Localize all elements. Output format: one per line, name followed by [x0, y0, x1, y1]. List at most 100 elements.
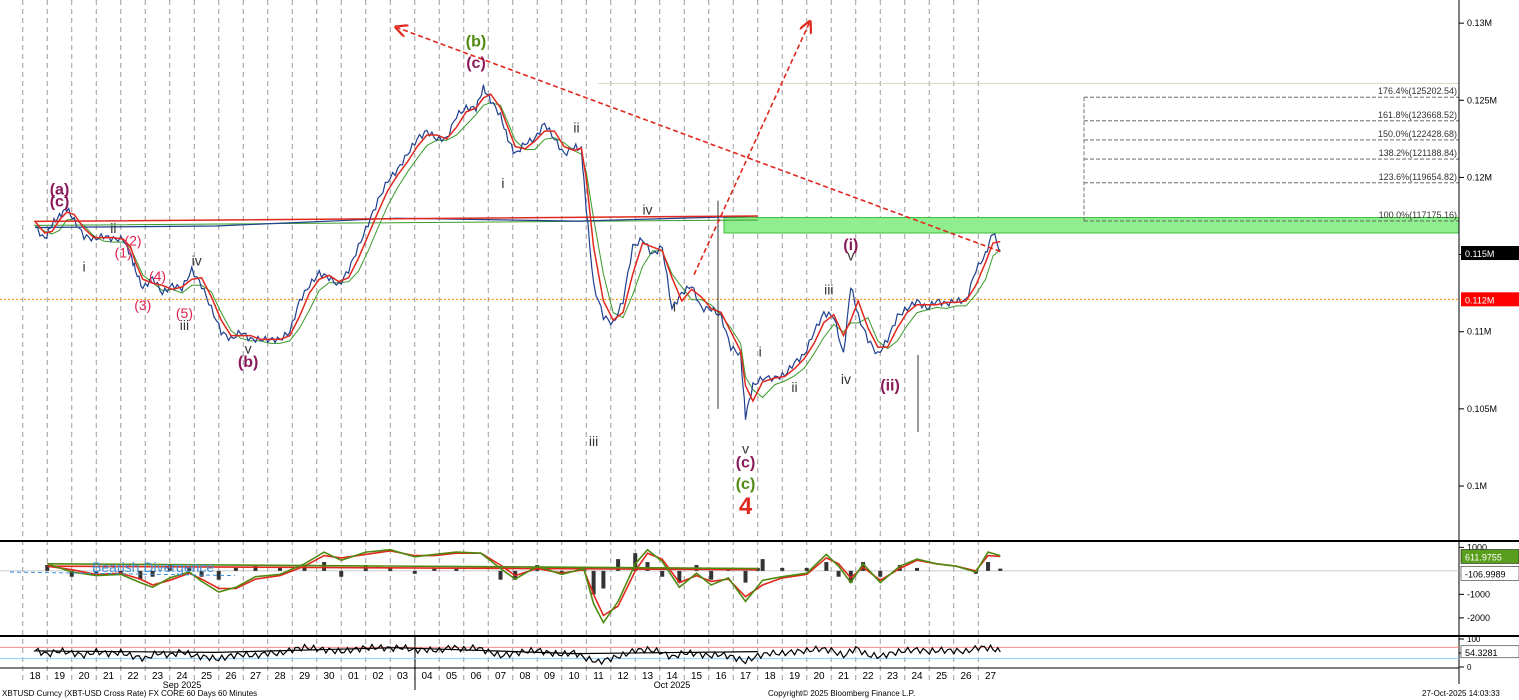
x-tick-label: 21 — [103, 671, 115, 682]
x-tick-label: 03 — [397, 671, 409, 682]
resistance-zone-box — [723, 217, 1460, 234]
wave-label: iii — [180, 317, 189, 333]
x-tick-label: 08 — [519, 671, 531, 682]
wave-label: (b) — [238, 354, 258, 371]
x-tick-label: 22 — [127, 671, 139, 682]
x-month-label: Sep 2025 — [163, 680, 202, 690]
macd-histogram-bar — [216, 570, 221, 580]
x-tick-label: 06 — [470, 671, 482, 682]
reference-lines — [0, 82, 1459, 300]
x-tick-label: 19 — [789, 671, 801, 682]
wave-label: v — [847, 248, 854, 264]
wave-label: v — [742, 441, 749, 457]
price-line — [34, 84, 1001, 420]
x-tick-label: 14 — [666, 671, 678, 682]
macd-tick-label: -2000 — [1467, 613, 1490, 623]
fib-label: 176.4%(125202.54) — [1378, 86, 1457, 96]
wave-annotations: (a)(c)iii(2)(1)(4)(3)iv(5)iiiv(b)(b)(c)i… — [50, 33, 900, 519]
footer-copyright: Copyright© 2025 Bloomberg Finance L.P. — [768, 689, 916, 698]
x-tick-label: 04 — [421, 671, 433, 682]
projection-arrow — [398, 28, 1001, 253]
macd-tag-label: 611.9755 — [1465, 552, 1502, 562]
price-series — [33, 84, 1001, 432]
wave-label: (ii) — [880, 377, 900, 394]
wave-label: iv — [192, 252, 202, 268]
wave-label: iv — [642, 201, 652, 217]
macd-tag-label: -106.9989 — [1465, 569, 1506, 579]
fib-label: 100.0%(117175.16) — [1379, 210, 1457, 220]
macd-histogram-bar — [677, 570, 682, 583]
macd-histogram-bar — [998, 568, 1003, 571]
macd-histogram-bar — [498, 570, 503, 580]
wave-label: i — [82, 259, 85, 275]
price-tags: 0.115M 0.112M — [1461, 246, 1519, 307]
macd-histogram-bar — [339, 570, 344, 577]
fib-label: 150.0%(122428.68) — [1378, 129, 1457, 139]
x-tick-label: 27 — [250, 671, 262, 682]
x-month-label: Oct 2025 — [654, 680, 691, 690]
x-tick-label: 20 — [813, 671, 825, 682]
macd-histogram-bar — [432, 567, 437, 571]
macd-histogram-bar — [591, 570, 596, 595]
x-tick-label: 20 — [78, 671, 90, 682]
price-tag-label: 0.112M — [1465, 295, 1494, 305]
x-tick-label: 17 — [740, 671, 752, 682]
wave-label: (c) — [736, 454, 756, 471]
wave-label: i — [501, 175, 504, 191]
x-tick-label: 27 — [985, 671, 997, 682]
macd-histogram-bar — [616, 559, 621, 571]
wave-label: i — [759, 343, 762, 359]
macd-tick-label: 1000 — [1467, 542, 1487, 552]
x-tick-label: 26 — [225, 671, 237, 682]
x-tick-label: 29 — [299, 671, 311, 682]
footer-instrument: XBTUSD Curncy (XBT-USD Cross Rate) FX CO… — [2, 689, 258, 698]
fib-label: 123.6%(119654.82) — [1379, 172, 1457, 182]
x-tick-label: 25 — [201, 671, 213, 682]
macd-histogram-bar — [278, 567, 282, 571]
rsi-line — [33, 643, 1001, 666]
macd-tag-box — [1460, 566, 1519, 581]
x-tick-label: 24 — [911, 671, 923, 682]
fib-label: 161.8%(123668.52) — [1378, 110, 1457, 120]
rsi-tick-label: 100 — [1467, 635, 1481, 644]
macd-histogram-bar — [633, 553, 638, 571]
macd-line — [47, 548, 1001, 625]
wave-label: (1) — [115, 245, 132, 261]
rsi-tag-box — [1460, 645, 1519, 659]
x-tick-label: 18 — [29, 671, 41, 682]
macd-histogram-bar — [45, 564, 50, 571]
macd-tick-label: -1000 — [1467, 589, 1490, 599]
projection-arrow — [693, 23, 809, 275]
wave-label: (i) — [843, 237, 858, 254]
macd-histogram-bar — [645, 562, 650, 571]
moving-average-green — [33, 102, 1001, 399]
macd-histogram-bar — [915, 567, 919, 571]
macd-histogram-bar — [167, 564, 172, 571]
moving-average-red — [33, 93, 1001, 403]
wave-label: (b) — [466, 33, 486, 50]
wave-label: iii — [589, 433, 598, 449]
x-tick-label: 02 — [372, 671, 384, 682]
wave-label: (2) — [124, 232, 141, 248]
date-x-axis: 18 19 20 21 22 23 24 25 26 27 28 29 30 01 02 03 04 05 06 07… — [0, 667, 1459, 690]
x-tick-label: 01 — [348, 671, 360, 682]
price-tag-box — [1461, 246, 1519, 261]
macd-histogram-bar — [986, 562, 991, 571]
x-tick-label: 22 — [862, 671, 874, 682]
rsi-tag-label: 54.3281 — [1465, 648, 1498, 658]
macd-histogram-bar — [559, 570, 564, 574]
fib-label: 138.2%(121188.84) — [1379, 148, 1457, 158]
resistance-zone — [723, 217, 1460, 234]
divergence-label: Bearish Divergence — [92, 559, 214, 575]
y-tick-label: 0.13M — [1467, 18, 1492, 28]
wave-label: iii — [824, 282, 833, 298]
x-tick-label: 18 — [764, 671, 776, 682]
macd-histogram-bar — [388, 567, 393, 571]
price-y-axis: 0.1M 0.105M 0.11M 0.115M 0.12M 0.125M 0.13M — [1458, 0, 1497, 684]
macd-histogram-bar — [836, 570, 841, 577]
price-tag-box — [1461, 292, 1519, 307]
wave-label: (5) — [176, 305, 193, 321]
macd-histogram-bar — [322, 562, 327, 571]
x-tick-label: 05 — [446, 671, 458, 682]
